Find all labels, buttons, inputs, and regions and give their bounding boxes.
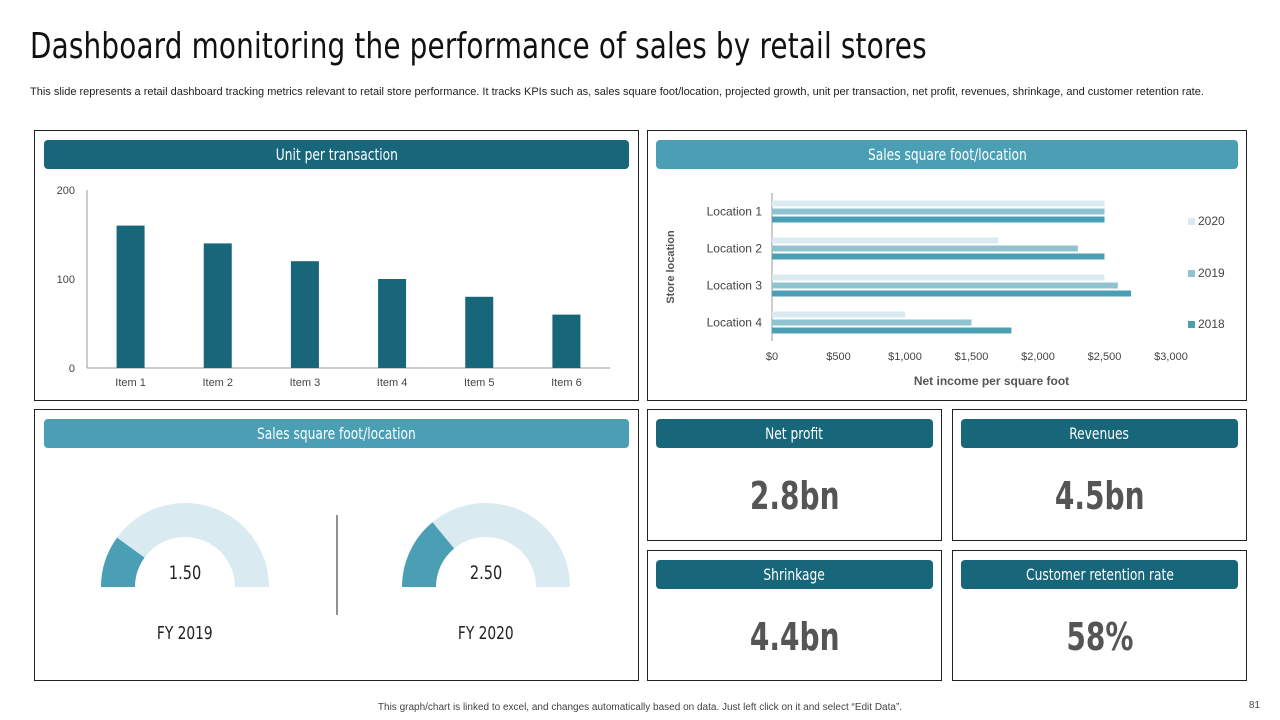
hbar-x-tick-label: $1,000 — [888, 351, 922, 363]
shrinkage-header: Shrinkage — [656, 560, 933, 589]
gauges-graphic — [101, 503, 570, 615]
hbar-mark — [772, 290, 1132, 297]
retention-header-label: Customer retention rate — [1025, 565, 1174, 584]
footer-note: This graph/chart is linked to excel, and… — [377, 702, 903, 713]
hbar-mark — [772, 237, 999, 244]
hbar-mark — [772, 216, 1105, 223]
sales-sqft-location-header-label: Sales square foot/location — [867, 145, 1027, 164]
revenues-header-label: Revenues — [1069, 424, 1130, 443]
gauges-header: Sales square foot/location — [44, 419, 629, 448]
hbar-mark — [772, 245, 1078, 252]
hbar-x-tick-label: $0 — [766, 351, 778, 363]
hbar-mark — [772, 253, 1105, 260]
hbar-mark — [772, 282, 1118, 289]
gauge-track — [117, 503, 269, 587]
hbar-y-tick-label: Location 3 — [707, 279, 763, 293]
bar-mark — [203, 243, 232, 368]
gauges-panel: Sales square foot/location 1.50 2.50 FY … — [34, 409, 639, 681]
bar-x-tick-label: Item 5 — [464, 377, 495, 389]
hbar-y-tick-label: Location 4 — [707, 316, 763, 330]
bar-x-tick-label: Item 3 — [290, 377, 321, 389]
gauges-header-label: Sales square foot/location — [257, 424, 416, 443]
hbar-x-tick-label: $2,500 — [1088, 351, 1122, 363]
bar-mark — [552, 314, 581, 368]
hbar-legend-swatch — [1188, 321, 1195, 328]
revenues-panel: Revenues 4.5bn — [952, 409, 1247, 541]
net-profit-value: 2.8bn — [749, 474, 840, 518]
hbar-legend-label: 2018 — [1198, 317, 1225, 331]
sales-sqft-location-header: Sales square foot/location — [656, 140, 1238, 169]
bar-mark — [378, 279, 407, 368]
hbar-mark — [772, 327, 1012, 334]
bar-y-tick-label: 200 — [57, 185, 75, 197]
revenues-value: 4.5bn — [1054, 474, 1145, 518]
bar-y-tick-label: 100 — [57, 274, 75, 286]
shrinkage-value: 4.4bn — [749, 615, 840, 659]
unit-per-transaction-header: Unit per transaction — [44, 140, 629, 169]
hbar-legend-label: 2020 — [1198, 214, 1225, 228]
gauge-fill — [402, 522, 455, 587]
gauge-2020-value: 2.50 — [469, 562, 503, 584]
bar-mark — [116, 225, 145, 368]
gauge-2020-label: FY 2020 — [458, 623, 514, 644]
hbar-x-axis-title: Net income per square foot — [914, 374, 1069, 388]
shrinkage-header-label: Shrinkage — [763, 565, 826, 584]
hbar-y-axis-title: Store location — [665, 230, 677, 304]
shrinkage-panel: Shrinkage 4.4bn — [647, 550, 942, 681]
retention-header: Customer retention rate — [961, 560, 1238, 589]
net-profit-header: Net profit — [656, 419, 933, 448]
net-profit-header-label: Net profit — [765, 424, 824, 443]
gauge-2019-label: FY 2019 — [157, 623, 213, 644]
hbar-y-tick-label: Location 1 — [707, 205, 763, 219]
page-title: Dashboard monitoring the performance of … — [30, 26, 927, 67]
hbar-x-tick-label: $500 — [826, 351, 850, 363]
hbar-legend-swatch — [1188, 218, 1195, 225]
hbar-mark — [772, 208, 1105, 215]
sales-sqft-location-panel: Sales square foot/location Location 1 Loc… — [647, 130, 1247, 401]
bar-y-tick-label: 0 — [69, 363, 75, 375]
bar-x-tick-label: Item 1 — [115, 377, 146, 389]
hbar-mark — [772, 274, 1105, 281]
hbar-mark — [772, 200, 1105, 207]
bar-mark — [290, 261, 319, 368]
bar-x-tick-label: Item 2 — [202, 377, 233, 389]
retention-panel: Customer retention rate 58% — [952, 550, 1247, 681]
hbar-x-tick-label: $1,500 — [955, 351, 989, 363]
hbar-mark — [772, 319, 972, 326]
gauge-track — [432, 503, 570, 587]
gauge-fill — [101, 537, 145, 587]
bar-x-tick-label: Item 4 — [377, 377, 408, 389]
page-number: 81 — [1248, 700, 1260, 711]
hbar-mark — [772, 311, 905, 318]
revenues-header: Revenues — [961, 419, 1238, 448]
bar-x-tick-label: Item 6 — [551, 377, 582, 389]
net-profit-panel: Net profit 2.8bn — [647, 409, 942, 541]
unit-per-transaction-panel: Unit per transaction 0 100 200 Item 1 Item 2… — [34, 130, 639, 401]
page-subtitle: This slide represents a retail dashboard… — [30, 86, 1204, 98]
retention-value: 58% — [1065, 615, 1134, 659]
hbar-legend-swatch — [1188, 270, 1195, 277]
hbar-x-tick-label: $2,000 — [1021, 351, 1055, 363]
unit-per-transaction-header-label: Unit per transaction — [275, 145, 398, 164]
bar-mark — [465, 296, 494, 368]
hbar-legend-label: 2019 — [1198, 266, 1225, 280]
unit-per-transaction-chart: 0 100 200 Item 1 Item 2 Item 3 Item 4 Item 5 Ite… — [57, 185, 610, 389]
hbar-x-tick-label: $3,000 — [1154, 351, 1188, 363]
hbar-y-tick-label: Location 2 — [707, 242, 763, 256]
sales-sqft-location-chart: Location 1 Location 2 Location 3 Location 4… — [665, 193, 1225, 388]
gauge-2019-value: 1.50 — [168, 562, 202, 584]
